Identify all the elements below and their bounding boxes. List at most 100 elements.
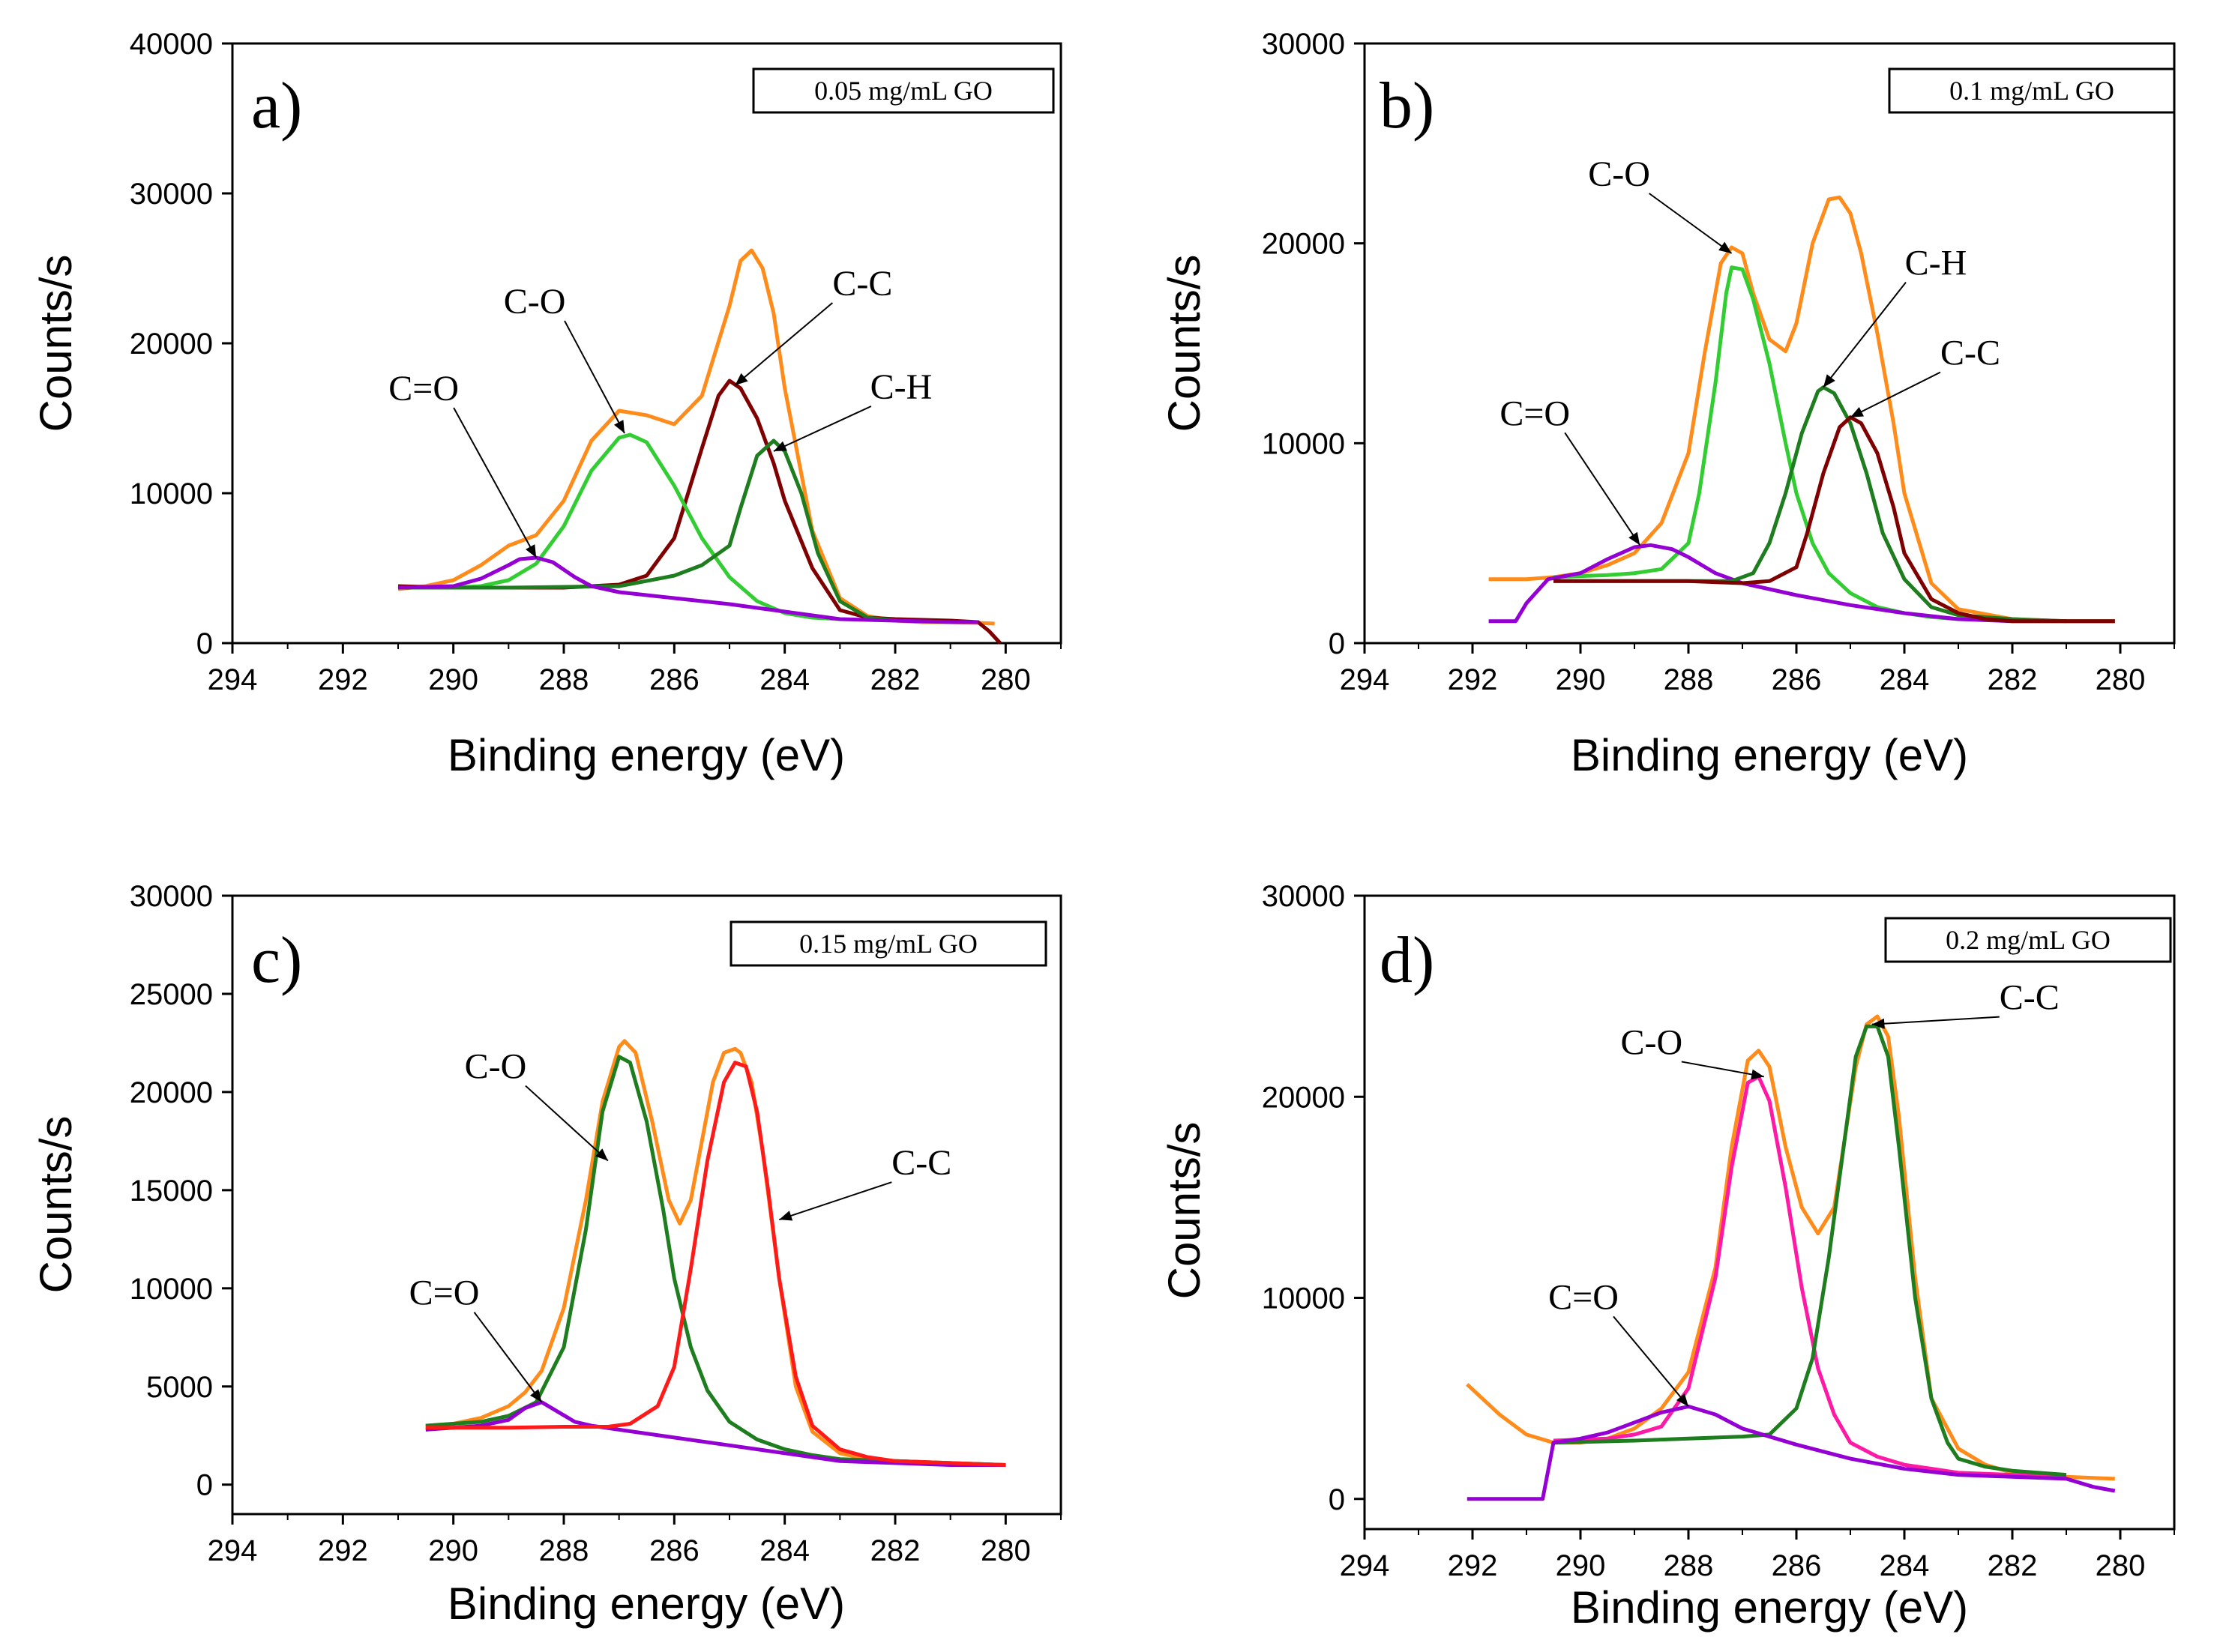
x-tick-label-d-4: 286: [1772, 1549, 1822, 1582]
y-tick-label-a-4: 40000: [130, 28, 213, 61]
legend-text-c: 0.15 mg/mL GO: [799, 929, 978, 959]
x-tick-label-b-3: 288: [1664, 663, 1714, 696]
x-tick-label-d-3: 288: [1664, 1549, 1714, 1582]
annotation-arrowhead-b-0: [1628, 531, 1640, 546]
annotation-arrowhead-d-2: [1871, 1018, 1885, 1029]
axes-c: 294 292 290 288 286 284 282 280 0 5000 10000 15000 2…: [130, 880, 1062, 1567]
y-axis-title-b: Counts/s: [1159, 255, 1209, 432]
annotation-arrowhead-a-0: [526, 544, 537, 558]
annotation-arrow-c-0: [473, 1312, 543, 1403]
legend-text-b: 0.1 mg/mL GO: [1949, 76, 2114, 106]
annotation-arrow-a-0: [453, 407, 538, 558]
annotation-label-b-2: C-H: [1905, 244, 1967, 283]
series-line-d-3: [1467, 1404, 2116, 1501]
x-tick-label-a-4: 286: [649, 663, 700, 696]
series-line-b-1: [1553, 265, 1959, 621]
x-tick-label-d-5: 284: [1880, 1549, 1930, 1582]
x-tick-label-c-1: 292: [318, 1534, 368, 1567]
annotation-arrowhead-d-0: [1676, 1393, 1688, 1407]
annotations-b: C=O C-O C-H C-C: [1499, 154, 2000, 546]
series-line-b-4: [1553, 415, 2115, 624]
series-line-d-1: [1553, 1074, 2067, 1479]
x-tick-label-b-5: 284: [1880, 663, 1930, 696]
legend-box-d: 0.2 mg/mL GO: [1884, 917, 2172, 963]
annotation-label-d-2: C-C: [2000, 978, 2060, 1018]
y-tick-label-b-2: 20000: [1262, 228, 1345, 261]
y-tick-label-b-1: 10000: [1262, 427, 1345, 460]
y-tick-label-b-0: 0: [1329, 627, 1345, 660]
annotation-label-d-1: C-O: [1620, 1022, 1682, 1062]
y-axis-title-c: Counts/s: [31, 1116, 81, 1294]
legend-text-a: 0.05 mg/mL GO: [814, 76, 993, 106]
y-tick-label-d-1: 10000: [1262, 1282, 1345, 1315]
series-line-b-0: [1488, 195, 2115, 624]
annotation-arrow-a-1: [564, 320, 625, 434]
series-line-a-4: [397, 555, 978, 624]
series-group-c: [425, 1039, 1006, 1467]
annotation-arrow-b-1: [1649, 193, 1733, 254]
y-tick-label-a-2: 20000: [130, 328, 213, 361]
x-axis-title-d: Binding energy (eV): [1571, 1582, 1968, 1633]
annotation-arrow-c-2: [778, 1181, 892, 1221]
x-tick-label-a-1: 292: [318, 663, 368, 696]
annotation-arrow-a-2: [734, 302, 834, 386]
annotations-a: C=O C-O C-C C-H: [388, 264, 932, 558]
plot-frame-d: [1363, 894, 2176, 1531]
series-line-b-2: [1488, 543, 2066, 624]
y-tick-label-b-3: 30000: [1262, 28, 1345, 61]
annotation-label-c-1: C-O: [465, 1047, 527, 1087]
y-tick-label-c-0: 0: [196, 1469, 213, 1502]
annotation-arrowhead-c-1: [595, 1148, 608, 1161]
x-tick-label-c-2: 290: [428, 1534, 478, 1567]
x-tick-label-d-0: 294: [1340, 1549, 1390, 1582]
annotation-arrow-c-1: [525, 1085, 609, 1162]
x-tick-label-c-0: 294: [208, 1534, 258, 1567]
annotation-label-d-0: C=O: [1548, 1277, 1619, 1317]
legend-box-c: 0.15 mg/mL GO: [730, 920, 1047, 967]
legend-box-b: 0.1 mg/mL GO: [1888, 67, 2176, 114]
annotation-arrow-b-3: [1850, 371, 1941, 418]
annotation-arrowhead-a-2: [735, 373, 748, 385]
x-tick-label-a-7: 280: [981, 663, 1031, 696]
y-tick-label-d-2: 20000: [1262, 1081, 1345, 1114]
y-tick-label-c-4: 20000: [130, 1076, 213, 1109]
annotation-arrow-b-2: [1823, 282, 1907, 388]
annotations-d: C=O C-O C-C: [1548, 978, 2060, 1408]
x-tick-label-a-6: 282: [870, 663, 921, 696]
series-group-a: [397, 248, 1002, 645]
series-group-d: [1466, 1014, 2116, 1501]
annotation-label-c-0: C=O: [409, 1273, 480, 1313]
x-tick-label-a-3: 288: [539, 663, 589, 696]
annotation-arrowhead-a-3: [773, 441, 787, 451]
legend-text-d: 0.2 mg/mL GO: [1946, 925, 2111, 955]
annotation-arrow-d-2: [1871, 1016, 2000, 1025]
plot-frame-c: [231, 894, 1062, 1516]
axes-b: 294 292 290 288 286 284 282 280 0 10000 20000 30000: [1262, 28, 2175, 696]
x-tick-label-c-3: 288: [539, 1534, 589, 1567]
y-tick-label-c-5: 25000: [130, 978, 213, 1011]
annotation-label-a-2: C-C: [832, 264, 892, 304]
y-tick-label-d-3: 30000: [1262, 880, 1345, 913]
x-tick-label-b-4: 286: [1772, 663, 1822, 696]
series-line-c-1: [425, 1055, 1006, 1467]
annotation-label-b-1: C-O: [1588, 154, 1650, 194]
x-tick-label-b-7: 280: [2096, 663, 2146, 696]
y-axis-title-d: Counts/s: [1159, 1122, 1209, 1300]
x-tick-label-c-7: 280: [981, 1534, 1031, 1567]
x-tick-label-a-2: 290: [428, 663, 478, 696]
axes-a: 294 292 290 288 286 284 282 280 0 10000 20000 30000…: [130, 28, 1062, 696]
series-line-a-2: [398, 432, 840, 621]
annotation-arrow-a-3: [773, 406, 872, 452]
plot-frame-b: [1363, 42, 2176, 645]
x-tick-label-d-1: 292: [1448, 1549, 1498, 1582]
panel-label-c: c): [251, 924, 302, 997]
y-tick-label-a-3: 30000: [130, 178, 213, 211]
annotation-label-c-2: C-C: [891, 1143, 951, 1183]
annotation-arrow-d-0: [1613, 1315, 1689, 1408]
series-line-c-0: [425, 1039, 1006, 1467]
annotation-arrowhead-b-1: [1718, 241, 1732, 253]
y-tick-label-c-6: 30000: [130, 880, 213, 913]
